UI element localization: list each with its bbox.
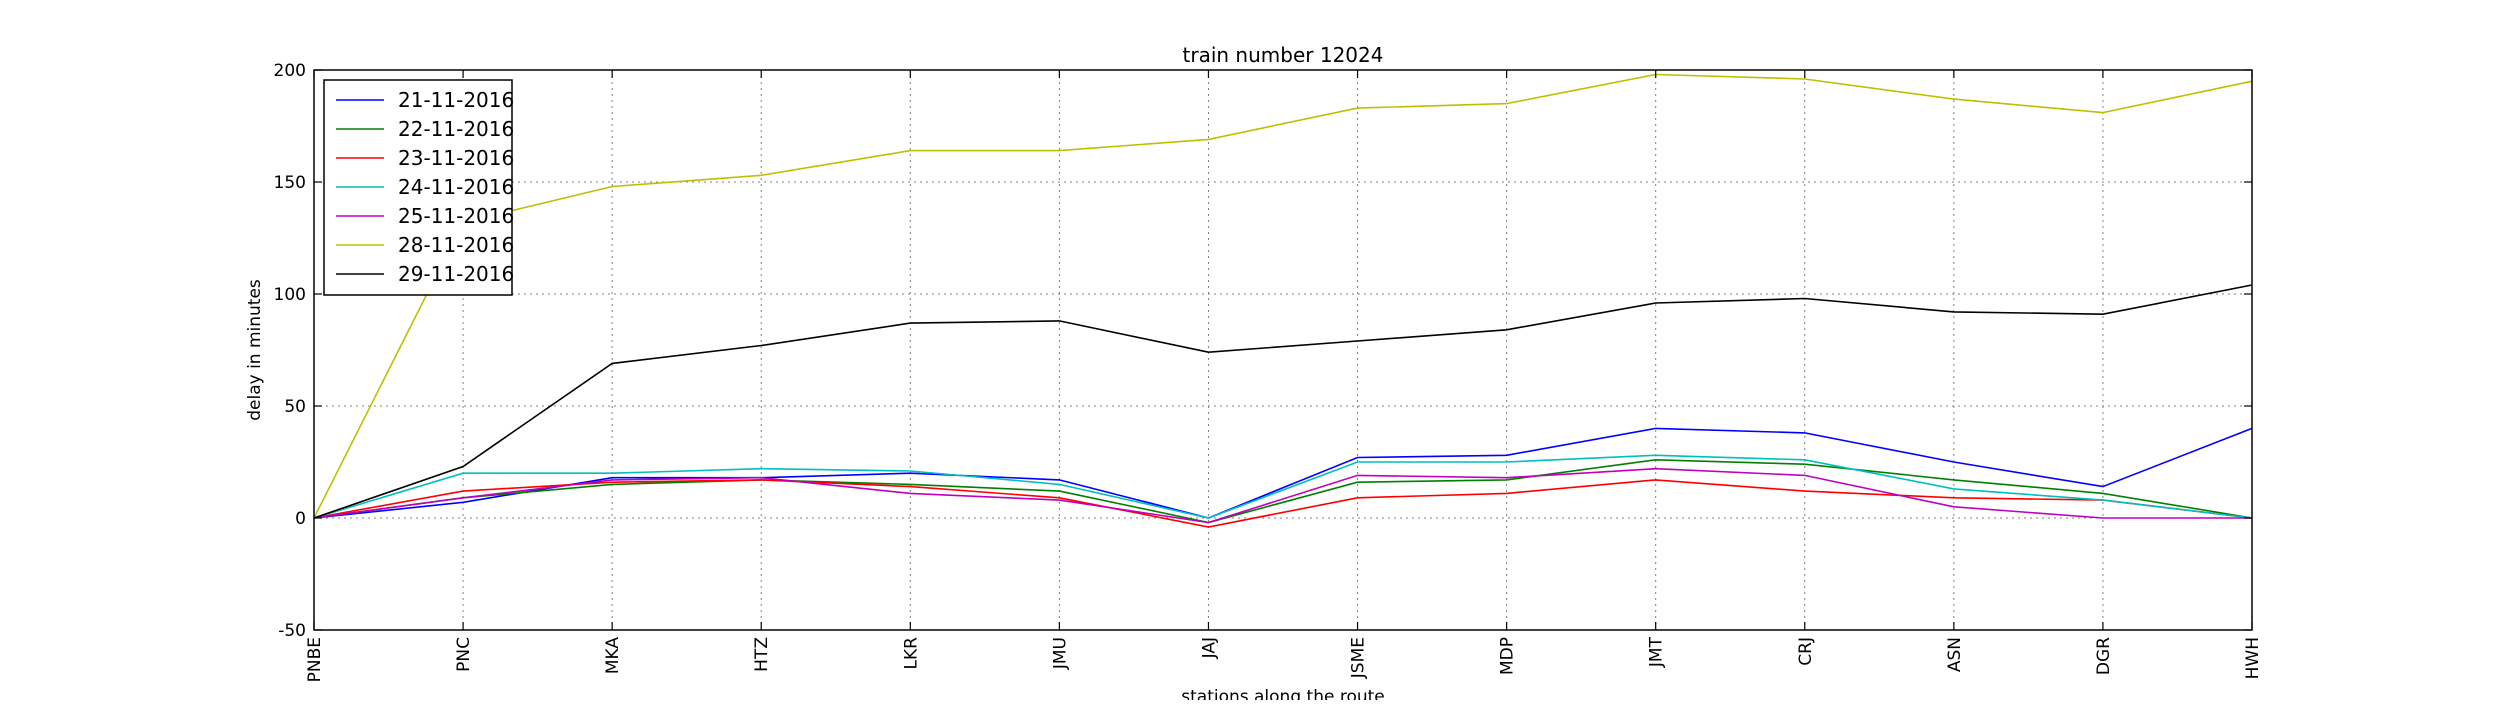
chart-title: train number 12024 [1183,43,1384,67]
x-tick-label: HTZ [752,637,772,672]
x-tick-label: MKA [603,637,623,675]
legend-label: 28-11-2016 [398,233,514,257]
series-line-24-11-2016 [313,454,2253,519]
series-line-29-11-2016 [313,284,2253,519]
series-line-21-11-2016 [313,427,2253,519]
legend-label: 24-11-2016 [398,175,514,199]
legend-label: 29-11-2016 [398,262,514,286]
x-tick-label: JMT [1647,636,1667,668]
x-tick-label: PNC [454,637,474,672]
legend-label: 21-11-2016 [398,88,514,112]
x-tick-label: DGR [2094,637,2114,675]
y-axis-label: delay in minutes [245,279,265,421]
x-tick-label: MDP [1498,637,1518,675]
x-tick-label: JAJ [1199,637,1219,659]
legend-label: 23-11-2016 [398,146,514,170]
legend-label: 22-11-2016 [398,117,514,141]
tick-layer: -50 0 50 100 150 200 PNBE PNC MKA HTZ LKR JMU JAJ JSM… [274,61,2263,682]
x-tick-label: LKR [901,637,921,670]
plot-frame [313,69,2253,631]
y-tick-label: 150 [274,173,306,193]
y-tick-label: 200 [274,61,306,81]
x-axis-label: stations along the route [1181,687,1385,700]
x-tick-label: JMU [1050,637,1070,670]
legend: 21-11-2016 22-11-2016 23-11-2016 24-11-2016… [323,79,514,296]
x-tick-label: CRJ [1796,637,1816,666]
x-tick-label: PNBE [305,637,325,682]
series-line-22-11-2016 [313,458,2253,524]
y-tick-label: -50 [278,621,306,641]
x-tick-label: HWH [2243,637,2263,679]
series-layer [313,73,2253,528]
series-line-25-11-2016 [313,467,2252,524]
series-line-28-11-2016 [313,73,2253,519]
x-tick-label: ASN [1945,637,1965,672]
y-tick-label: 50 [284,397,306,417]
y-tick-label: 100 [274,285,306,305]
x-tick-label: JSME [1349,637,1369,679]
grid-layer [314,70,2252,630]
series-line-23-11-2016 [313,479,2253,528]
legend-label: 25-11-2016 [398,204,514,228]
y-tick-label: 0 [295,509,306,529]
